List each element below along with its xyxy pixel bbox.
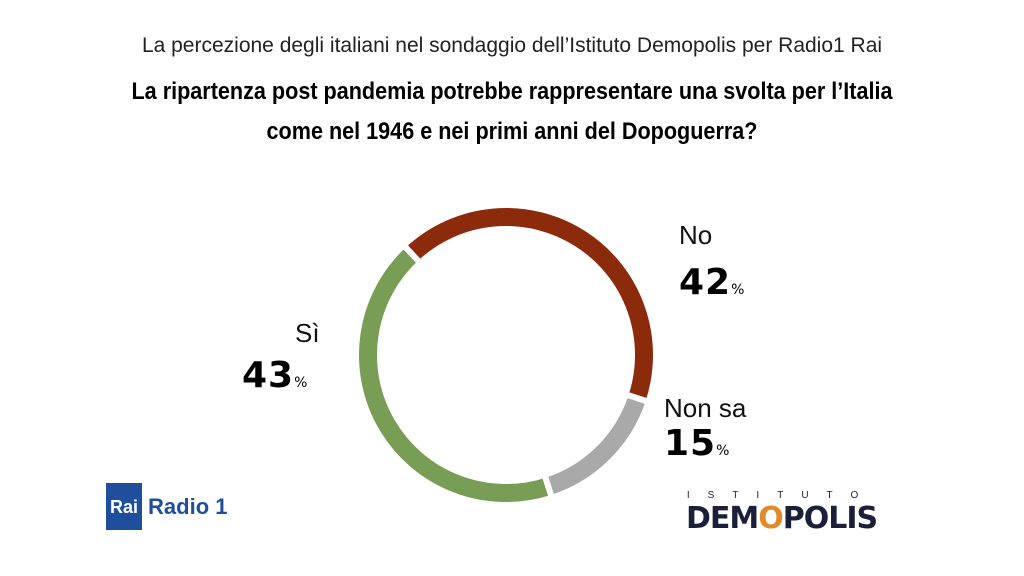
demopolis-logo: ISTITUTO DEMOPOLIS bbox=[686, 490, 878, 536]
radio1-text: Radio 1 bbox=[148, 493, 228, 519]
value-no-number: 42 bbox=[679, 262, 732, 303]
donut-slice-non-sa bbox=[540, 390, 653, 502]
unit-non-sa: % bbox=[716, 443, 730, 459]
value-no: 42% bbox=[679, 262, 744, 303]
label-no: No bbox=[679, 220, 713, 250]
title-line-1: La ripartenza post pandemia potrebbe rap… bbox=[131, 78, 893, 105]
title-line-2: come nel 1946 e nei primi anni del Dopog… bbox=[266, 118, 758, 145]
donut-slice-no bbox=[399, 202, 659, 406]
label-non-sa: Non sa bbox=[664, 393, 747, 423]
demopolis-pre: DEM bbox=[686, 501, 759, 536]
value-si: 43% bbox=[242, 355, 307, 396]
unit-no: % bbox=[731, 282, 745, 298]
rai-logo-box: Rai bbox=[106, 483, 143, 530]
demopolis-istituto: ISTITUTO bbox=[686, 490, 877, 501]
demopolis-post: POLIS bbox=[782, 501, 878, 536]
rai-radio1-logo: Rai Radio 1 bbox=[106, 483, 227, 530]
subtitle: La percezione degli italiani nel sondagg… bbox=[141, 34, 883, 57]
value-non-sa-number: 15 bbox=[664, 423, 717, 464]
value-si-number: 43 bbox=[242, 355, 295, 396]
chart-title: La ripartenza post pandemia potrebbe rap… bbox=[51, 72, 973, 152]
label-si: Sì bbox=[295, 318, 320, 348]
demopolis-o: O bbox=[758, 501, 783, 536]
donut-slice-s- bbox=[353, 241, 556, 508]
value-non-sa: 15% bbox=[664, 423, 729, 464]
unit-si: % bbox=[294, 375, 308, 391]
demopolis-wordmark: DEMOPOLIS bbox=[686, 501, 878, 536]
